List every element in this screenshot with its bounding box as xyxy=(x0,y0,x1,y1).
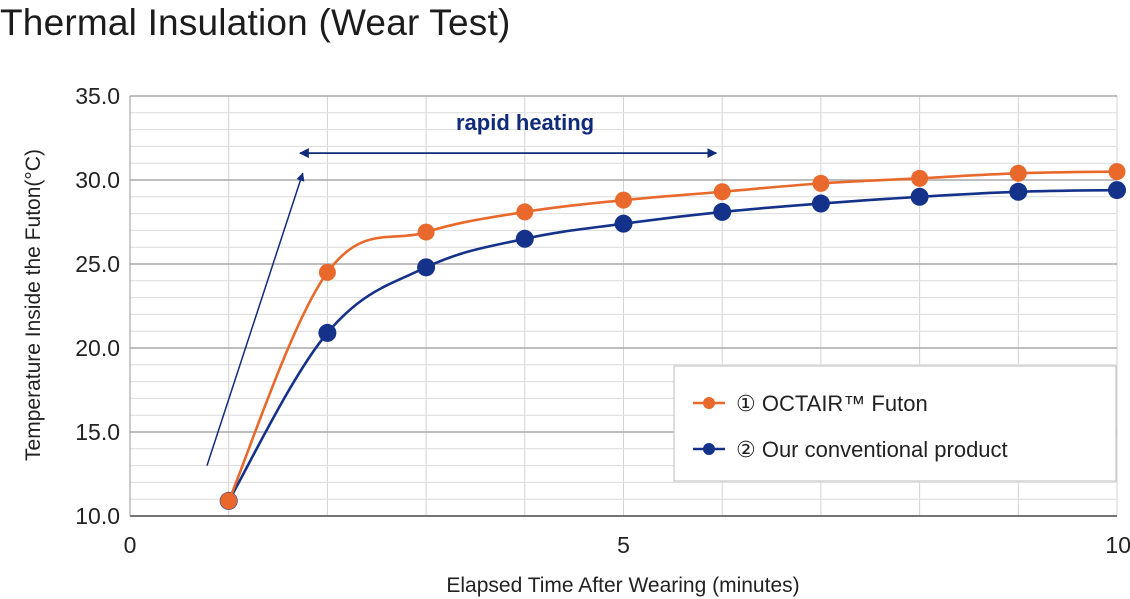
y-tick-label: 20.0 xyxy=(75,335,120,361)
diagonal-arrow xyxy=(206,172,305,466)
data-point xyxy=(417,258,436,277)
data-point xyxy=(1009,164,1027,182)
data-point xyxy=(220,492,238,510)
y-tick-label: 30.0 xyxy=(75,167,120,193)
x-tick-label: 10 xyxy=(1105,532,1130,558)
chart-title: Thermal Insulation (Wear Test) xyxy=(0,2,511,43)
series-line xyxy=(227,188,1118,502)
data-point xyxy=(811,194,830,213)
y-tick-label: 25.0 xyxy=(75,251,120,277)
legend-box xyxy=(673,365,1117,482)
x-tick-label: 0 xyxy=(124,532,137,558)
data-point xyxy=(1108,163,1126,181)
data-point xyxy=(515,229,534,248)
data-point xyxy=(1108,181,1126,200)
data-point xyxy=(614,214,633,233)
data-point xyxy=(910,187,929,206)
data-point xyxy=(713,202,732,221)
data-point xyxy=(911,169,929,187)
legend-swatch-marker xyxy=(703,397,715,409)
data-point xyxy=(318,323,337,342)
x-tick-label: 5 xyxy=(617,532,630,558)
series-group xyxy=(219,163,1126,510)
legend-label: ① OCTAIR™ Futon xyxy=(736,391,928,416)
data-point xyxy=(713,183,731,201)
x-axis-label: Elapsed Time After Wearing (minutes) xyxy=(446,574,799,597)
legend: ① OCTAIR™ Futon ② Our conventional produc… xyxy=(673,365,1117,482)
y-tick-label: 35.0 xyxy=(75,83,120,109)
legend-swatch-marker xyxy=(703,443,715,455)
y-axis-label: Temperature Inside the Futon(°C) xyxy=(22,149,45,461)
annotation-text: rapid heating xyxy=(456,110,594,135)
y-tick-label: 15.0 xyxy=(75,419,120,445)
axes: 10.0 15.0 20.0 25.0 30.0 35.0 0 5 10 xyxy=(75,83,1130,558)
data-point xyxy=(615,191,632,209)
data-point xyxy=(516,203,534,221)
data-point xyxy=(812,174,830,192)
data-point xyxy=(1009,182,1028,201)
y-tick-label: 10.0 xyxy=(75,503,120,529)
annotation: rapid heating xyxy=(206,110,718,466)
data-point xyxy=(318,263,336,281)
data-point xyxy=(417,223,435,241)
legend-label: ② Our conventional product xyxy=(736,437,1008,462)
